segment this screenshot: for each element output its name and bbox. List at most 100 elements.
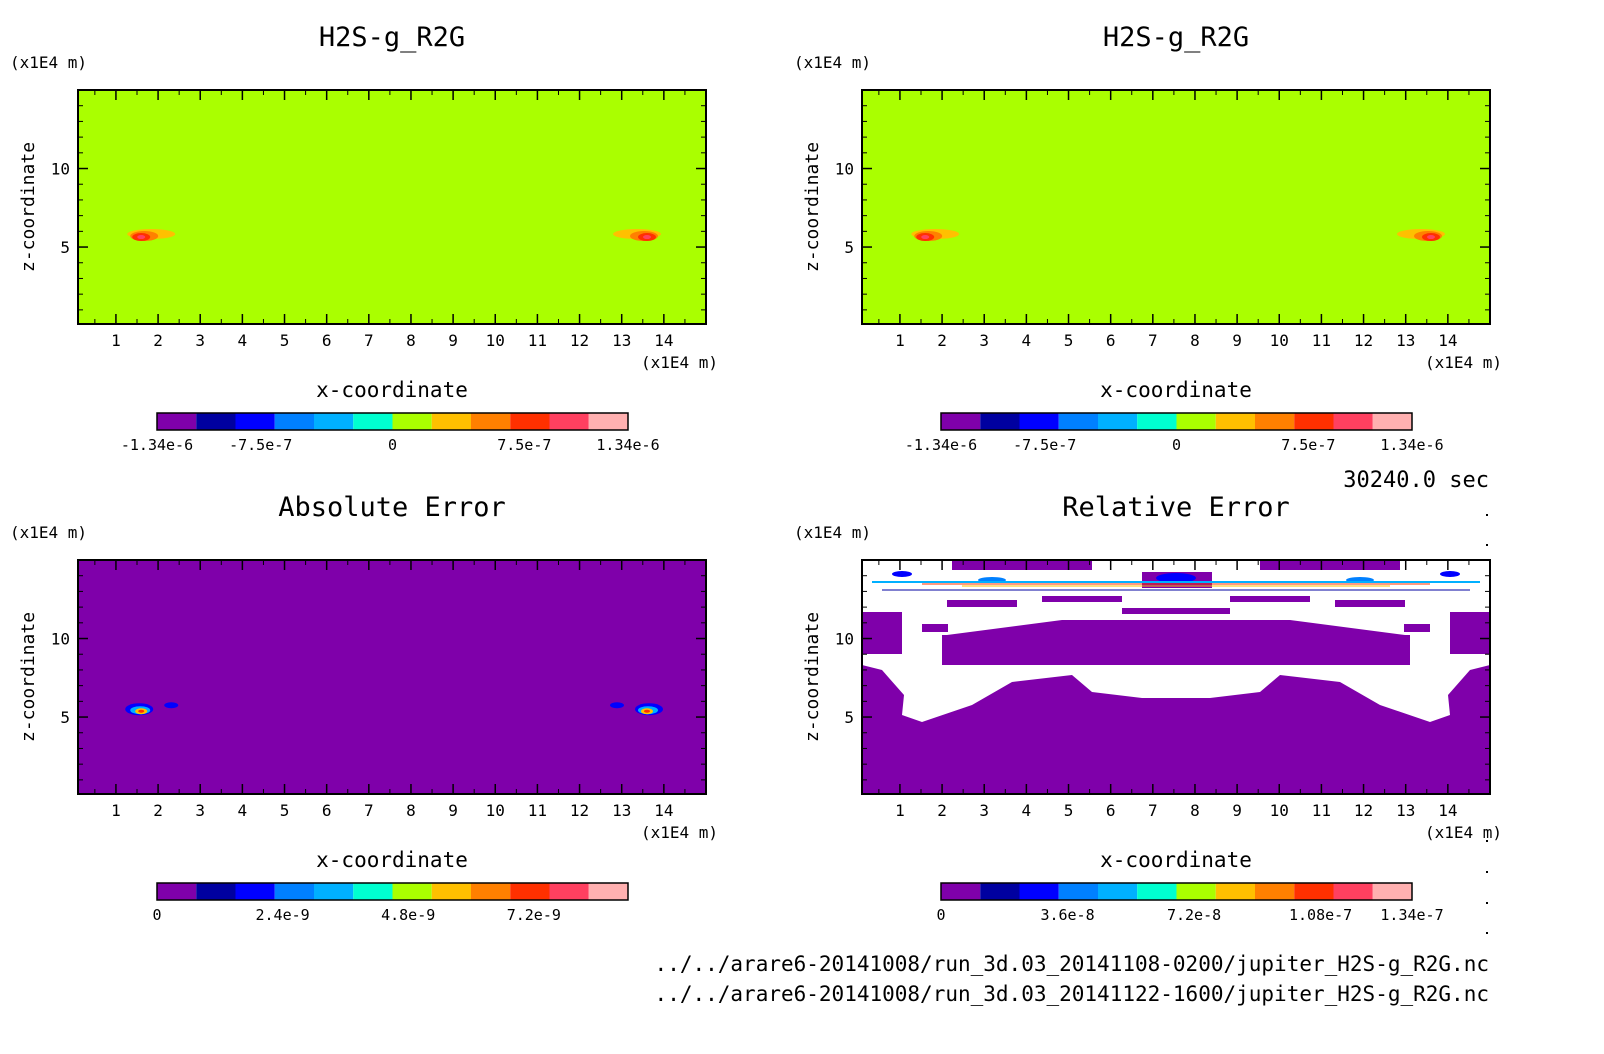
panel-3: Absolute Error(x1E4 m)1 2 3 4 5 6 7 8 9 10 11 12 13 1… bbox=[10, 492, 718, 924]
contour-blob bbox=[609, 702, 624, 709]
x-unit-label: (x1E4 m) bbox=[641, 823, 718, 842]
colorbar-label: -1.34e-6 bbox=[121, 436, 193, 454]
file-path-2: ../../arare6-20141008/run_3d.03_20141122… bbox=[654, 982, 1489, 1006]
colorbar-segment bbox=[1255, 883, 1295, 900]
colorbar-segment bbox=[157, 413, 197, 430]
colorbar-frame bbox=[940, 882, 1413, 901]
plot-frame bbox=[77, 559, 707, 795]
x-tick-label: 3 bbox=[979, 331, 989, 350]
colorbar-segment bbox=[157, 883, 197, 900]
x-tick-label: 11 bbox=[528, 801, 547, 820]
marker-dot bbox=[1486, 932, 1488, 934]
colorbar-label: 7.2e-8 bbox=[1167, 906, 1221, 924]
x-tick-label: 1 bbox=[111, 331, 121, 350]
contour-blob bbox=[1440, 571, 1460, 577]
colorbar-label: 4.8e-9 bbox=[381, 906, 435, 924]
x-unit-label: (x1E4 m) bbox=[641, 353, 718, 372]
purple-island bbox=[1404, 624, 1430, 632]
x-tick-label: 2 bbox=[153, 331, 163, 350]
x-tick-label: 2 bbox=[937, 331, 947, 350]
panel-title: H2S-g_R2G bbox=[1103, 22, 1249, 53]
x-tick-label: 10 bbox=[1270, 801, 1289, 820]
colorbar-segment bbox=[1372, 883, 1412, 900]
x-tick-label: 4 bbox=[238, 331, 248, 350]
x-tick-label: 6 bbox=[322, 331, 332, 350]
x-tick-label: 7 bbox=[364, 801, 374, 820]
colorbar-label: 0 bbox=[936, 906, 945, 924]
x-axis-label: x-coordinate bbox=[316, 848, 468, 872]
marker-dot bbox=[1486, 871, 1488, 873]
x-tick-label: 11 bbox=[1312, 801, 1331, 820]
field-background bbox=[78, 90, 706, 324]
x-tick-label: 3 bbox=[195, 331, 205, 350]
colorbar-label: 0 bbox=[152, 906, 161, 924]
colorbar-segment bbox=[1098, 413, 1138, 430]
purple-island bbox=[1335, 600, 1405, 607]
colorbar-segment bbox=[431, 883, 471, 900]
x-tick-label: 9 bbox=[1232, 801, 1242, 820]
y-axis-label: z-coordinate bbox=[802, 612, 823, 742]
purple-island bbox=[922, 624, 948, 632]
colorbar-label: 1.34e-6 bbox=[596, 436, 659, 454]
x-tick-label: 12 bbox=[1354, 331, 1373, 350]
y-tick-label: 10 bbox=[51, 630, 70, 649]
colorbar-segment bbox=[1215, 413, 1255, 430]
purple-island bbox=[1122, 608, 1230, 614]
y-tick-label: 10 bbox=[835, 630, 854, 649]
colorbar-label: 7.5e-7 bbox=[1281, 436, 1335, 454]
x-tick-label: 1 bbox=[895, 801, 905, 820]
colorbar-segment bbox=[353, 413, 393, 430]
contour-blob bbox=[642, 235, 651, 240]
colorbar-segment bbox=[510, 883, 550, 900]
colorbar-label: -7.5e-7 bbox=[229, 436, 292, 454]
colorbar-segment bbox=[1019, 413, 1059, 430]
x-tick-label: 9 bbox=[448, 801, 458, 820]
colorbar-segment bbox=[941, 883, 981, 900]
y-tick-label: 10 bbox=[835, 160, 854, 179]
contour-blob bbox=[164, 702, 179, 709]
colorbar-segment bbox=[510, 413, 550, 430]
colorbar-segment bbox=[1019, 883, 1059, 900]
colorbar-segment bbox=[1098, 883, 1138, 900]
purple-island bbox=[1042, 596, 1122, 602]
x-tick-label: 13 bbox=[612, 801, 631, 820]
x-tick-label: 12 bbox=[1354, 801, 1373, 820]
x-tick-label: 4 bbox=[238, 801, 248, 820]
purple-island bbox=[952, 560, 1092, 570]
x-tick-label: 7 bbox=[1148, 801, 1158, 820]
x-tick-label: 4 bbox=[1022, 331, 1032, 350]
colorbar-segment bbox=[235, 883, 275, 900]
x-tick-label: 13 bbox=[612, 331, 631, 350]
y-tick-label: 10 bbox=[51, 160, 70, 179]
field-background bbox=[862, 90, 1490, 324]
panel-title: H2S-g_R2G bbox=[319, 22, 465, 53]
marker-dot bbox=[1486, 514, 1488, 516]
colorbar-segment bbox=[196, 883, 236, 900]
colorbar-label: 1.08e-7 bbox=[1289, 906, 1352, 924]
field-features bbox=[911, 229, 1445, 242]
x-tick-label: 8 bbox=[1190, 801, 1200, 820]
colorbar-label: -1.34e-6 bbox=[905, 436, 977, 454]
x-tick-label: 6 bbox=[1106, 331, 1116, 350]
x-tick-label: 5 bbox=[1064, 801, 1074, 820]
colorbar-frame bbox=[156, 412, 629, 431]
x-tick-label: 3 bbox=[979, 801, 989, 820]
y-unit-label: (x1E4 m) bbox=[794, 523, 871, 542]
colorbar-label: 1.34e-7 bbox=[1380, 906, 1443, 924]
x-tick-label: 10 bbox=[486, 801, 505, 820]
y-tick-label: 5 bbox=[60, 238, 70, 257]
x-tick-label: 6 bbox=[1106, 801, 1116, 820]
colorbar-segment bbox=[1176, 883, 1216, 900]
colorbar-label: 2.4e-9 bbox=[256, 906, 310, 924]
contour-blob bbox=[1156, 573, 1196, 583]
colorbar-segment bbox=[431, 413, 471, 430]
colorbar-segment bbox=[314, 413, 354, 430]
colorbar-segment bbox=[1058, 883, 1098, 900]
colorbar-label: 7.2e-9 bbox=[507, 906, 561, 924]
x-axis-label: x-coordinate bbox=[1100, 848, 1252, 872]
colorbar-segment bbox=[392, 883, 432, 900]
colorbar-label: 1.34e-6 bbox=[1380, 436, 1443, 454]
y-tick-label: 5 bbox=[844, 708, 854, 727]
colorbar-segment bbox=[588, 413, 628, 430]
